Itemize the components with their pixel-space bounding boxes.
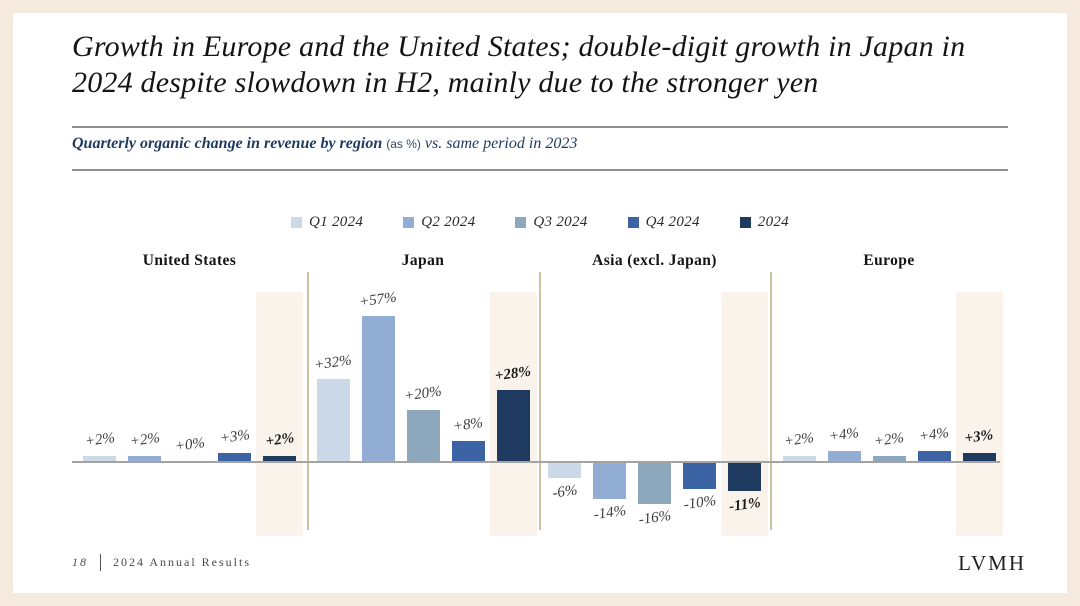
horizontal-rule-top <box>72 126 1008 128</box>
bar-q4-2024 <box>218 453 251 461</box>
group-separator <box>770 272 772 530</box>
chart-area: United States Japan Asia (excl. Japan) Euro… <box>72 248 1008 553</box>
legend-label: 2024 <box>757 214 789 230</box>
highlight-band <box>721 292 768 536</box>
legend-item: Q3 2024 <box>515 214 587 231</box>
bar-value-label: +32% <box>313 352 353 374</box>
bar-2024 <box>263 456 296 461</box>
legend-item: 2024 <box>739 214 789 231</box>
slide: Growth in Europe and the United States; … <box>13 13 1067 593</box>
highlight-band <box>256 292 303 536</box>
bar-2024 <box>962 453 996 461</box>
bar-q1-2024 <box>316 379 350 461</box>
legend-item: Q2 2024 <box>403 214 475 231</box>
bar-value-label: +57% <box>358 289 398 311</box>
chart-legend: Q1 2024 Q2 2024 Q3 2024 Q4 2024 2024 <box>72 214 1008 231</box>
legend-label: Q1 2024 <box>309 214 364 230</box>
bar-q3-2024 <box>406 410 440 461</box>
footer-label: 2024 Annual Results <box>113 555 252 569</box>
slide-title: Growth in Europe and the United States; … <box>72 30 966 99</box>
page-number: 18 <box>72 555 88 569</box>
horizontal-rule-bottom <box>72 169 1008 171</box>
bar-2024 <box>496 390 530 461</box>
bar-value-label: +20% <box>403 383 443 405</box>
bar-q4-2024 <box>917 451 951 461</box>
bar-q4-2024 <box>683 463 716 489</box>
bar-2024 <box>728 463 761 491</box>
legend-item: Q1 2024 <box>291 214 363 231</box>
lvmh-logo: LVMH <box>958 551 1026 575</box>
group-label: Asia (excl. Japan) <box>592 252 717 269</box>
bar-q4-2024 <box>451 441 485 461</box>
legend-swatch <box>403 217 415 228</box>
group-label: Europe <box>863 252 915 269</box>
legend-swatch <box>515 217 527 228</box>
legend-label: Q4 2024 <box>645 214 700 230</box>
legend-swatch <box>291 217 303 228</box>
bar-q2-2024 <box>593 463 626 499</box>
bar-q2-2024 <box>827 451 861 461</box>
legend-label: Q2 2024 <box>421 214 476 230</box>
bar-q2-2024 <box>128 456 161 461</box>
subtitle-unit: (as %) <box>386 137 421 151</box>
bar-q1-2024 <box>782 456 816 461</box>
group-label: United States <box>142 252 237 269</box>
legend-swatch <box>739 217 751 228</box>
legend-label: Q3 2024 <box>533 214 588 230</box>
bar-q3-2024 <box>638 463 671 504</box>
bar-value-label: -6% <box>550 482 578 502</box>
chart-subtitle: Quarterly organic change in revenue by r… <box>72 135 1008 153</box>
bar-q1-2024 <box>83 456 116 461</box>
footer-divider <box>100 554 101 571</box>
group-separator <box>539 272 541 530</box>
group-label: Japan <box>401 252 445 269</box>
bar-q1-2024 <box>548 463 581 478</box>
footer: 18 2024 Annual Results <box>72 554 251 571</box>
legend-item: Q4 2024 <box>627 214 700 231</box>
highlight-band <box>955 292 1003 536</box>
axis-line <box>72 461 1000 463</box>
legend-swatch <box>627 217 639 228</box>
subtitle-comparison: vs. same period in 2023 <box>424 135 578 152</box>
subtitle-main: Quarterly organic change in revenue by r… <box>72 135 383 152</box>
bar-q2-2024 <box>361 316 395 461</box>
bar-q3-2024 <box>872 456 906 461</box>
group-separator <box>307 272 309 530</box>
